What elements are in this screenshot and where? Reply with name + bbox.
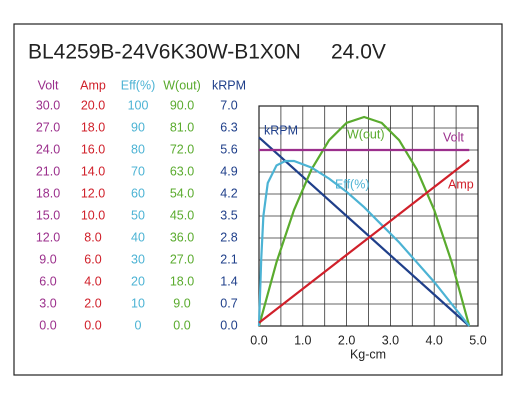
y-tick-label: 12.0 — [81, 186, 105, 200]
y-tick-label: 18.0 — [36, 186, 60, 200]
y-tick-label: 15.0 — [36, 208, 60, 222]
y-tick-label: 0.0 — [220, 318, 237, 332]
y-tick-label: 45.0 — [170, 208, 194, 222]
y-tick-label: 9.0 — [39, 252, 56, 266]
y-tick-label: 0 — [135, 318, 142, 332]
y-tick-label: 50 — [131, 208, 145, 222]
y-tick-label: 36.0 — [170, 230, 194, 244]
y-tick-label: 4.0 — [84, 274, 101, 288]
y-tick-label: 12.0 — [36, 230, 60, 244]
y-tick-label: 2.0 — [84, 296, 101, 310]
y-tick-label: 18.0 — [170, 274, 194, 288]
axis-header: W(out) — [163, 78, 201, 92]
y-tick-label: 10.0 — [81, 208, 105, 222]
y-tick-label: 6.3 — [220, 120, 237, 134]
y-tick-label: 63.0 — [170, 164, 194, 178]
series-line — [257, 115, 471, 327]
y-tick-label: 70 — [131, 164, 145, 178]
series-label: W(out) — [347, 127, 385, 141]
y-tick-label: 100 — [128, 98, 149, 112]
y-tick-label: 8.0 — [84, 230, 101, 244]
y-tick-label: 27.0 — [170, 252, 194, 266]
axis-header: Eff(%) — [121, 78, 156, 92]
series-line — [258, 136, 470, 327]
series-label: Volt — [443, 130, 464, 144]
y-tick-label: 3.0 — [39, 296, 56, 310]
y-tick-label: 16.0 — [81, 142, 105, 156]
series-line — [257, 159, 471, 327]
x-tick-label: 4.0 — [426, 333, 443, 347]
y-tick-label: 0.7 — [220, 296, 237, 310]
chart-title: BL4259B-24V6K30W-B1X0N — [28, 41, 301, 64]
chart-subtitle: 24.0V — [331, 41, 386, 64]
y-tick-label: 6.0 — [84, 252, 101, 266]
y-tick-label: 1.4 — [220, 274, 237, 288]
y-tick-label: 4.9 — [220, 164, 237, 178]
y-tick-label: 40 — [131, 230, 145, 244]
plot-border — [258, 105, 479, 327]
y-tick-label: 7.0 — [220, 98, 237, 112]
y-tick-label: 2.8 — [220, 230, 237, 244]
y-tick-label: 54.0 — [170, 186, 194, 200]
y-tick-label: 30.0 — [36, 98, 60, 112]
y-tick-label: 80 — [131, 142, 145, 156]
y-tick-label: 20 — [131, 274, 145, 288]
y-tick-label: 21.0 — [36, 164, 60, 178]
y-tick-label: 90.0 — [170, 98, 194, 112]
series-label: Eff(%) — [335, 177, 370, 191]
series-line — [258, 159, 470, 324]
axis-header: Volt — [38, 78, 59, 92]
x-tick-label: 1.0 — [294, 333, 311, 347]
x-tick-label: 2.0 — [338, 333, 355, 347]
y-tick-label: 5.6 — [220, 142, 237, 156]
series-label: kRPM — [264, 123, 298, 137]
x-tick-label: 3.0 — [382, 333, 399, 347]
frame — [13, 23, 503, 376]
series-label: Amp — [448, 177, 474, 191]
y-tick-label: 3.5 — [220, 208, 237, 222]
y-tick-label: 10 — [131, 296, 145, 310]
y-tick-label: 14.0 — [81, 164, 105, 178]
y-tick-label: 72.0 — [170, 142, 194, 156]
x-tick-label: 0.0 — [250, 333, 267, 347]
y-tick-label: 90 — [131, 120, 145, 134]
y-tick-label: 81.0 — [170, 120, 194, 134]
y-tick-label: 6.0 — [39, 274, 56, 288]
y-tick-label: 60 — [131, 186, 145, 200]
y-tick-label: 18.0 — [81, 120, 105, 134]
y-tick-label: 0.0 — [84, 318, 101, 332]
y-tick-label: 0.0 — [173, 318, 190, 332]
y-tick-label: 4.2 — [220, 186, 237, 200]
axis-header: kRPM — [212, 78, 246, 92]
y-tick-label: 9.0 — [173, 296, 190, 310]
y-tick-label: 24.0 — [36, 142, 60, 156]
y-tick-label: 0.0 — [39, 318, 56, 332]
y-tick-label: 27.0 — [36, 120, 60, 134]
x-tick-label: 5.0 — [469, 333, 486, 347]
x-axis-label: Kg-cm — [350, 347, 386, 361]
axis-header: Amp — [80, 78, 106, 92]
y-tick-label: 20.0 — [81, 98, 105, 112]
y-tick-label: 30 — [131, 252, 145, 266]
y-tick-label: 2.1 — [220, 252, 237, 266]
